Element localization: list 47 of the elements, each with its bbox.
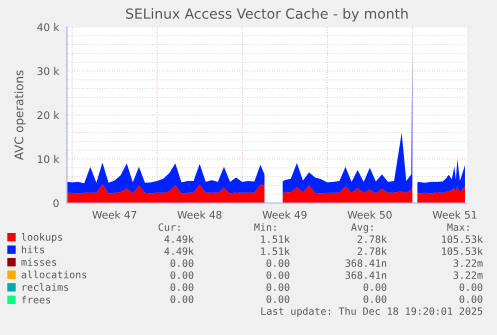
chart-title: SELinux Access Vector Cache - by month — [126, 8, 408, 22]
x-tick-label: Week 47 — [92, 210, 136, 219]
text: 0.00 — [460, 283, 482, 291]
y-tick-label: 30 k — [38, 67, 60, 76]
legend-label: misses — [22, 258, 56, 266]
text: 0.00 — [460, 295, 482, 303]
text: 0.00 — [170, 295, 194, 303]
text: 0.00 — [266, 283, 290, 291]
text: 105.53k — [442, 247, 483, 255]
text: 4.49k — [164, 235, 194, 243]
text: Avg: — [351, 223, 373, 233]
text: 2.78k — [358, 247, 387, 255]
text: 0.00 — [170, 271, 194, 279]
text: 3.22m — [454, 271, 483, 279]
text: 2.78k — [358, 235, 387, 243]
text: 0.00 — [266, 259, 290, 267]
text: 3.22m — [454, 259, 483, 267]
x-tick-label: Week 51 — [432, 210, 476, 219]
y-tick-label: 10 k — [38, 155, 60, 164]
text: 0.00 — [170, 259, 194, 267]
text: Min: — [254, 223, 276, 231]
x-tick-label: Week 48 — [177, 210, 222, 219]
text: 0.00 — [364, 283, 386, 291]
legend-label: lookups — [22, 233, 62, 243]
text: Max: — [447, 223, 469, 231]
legend-label: frees — [22, 296, 50, 304]
legend-label: allocations — [22, 270, 86, 278]
text: 0.00 — [170, 283, 194, 291]
text: 0.00 — [266, 295, 290, 303]
x-tick-label: Week 50 — [348, 210, 392, 219]
y-tick-label: 0 — [53, 199, 59, 208]
text: 1.51k — [261, 247, 290, 255]
text: 1.51k — [261, 235, 290, 243]
text: 368.41n — [346, 259, 386, 267]
text: Last update: Thu Dec 18 19:20:01 2025 — [261, 307, 482, 317]
x-tick-label: Week 49 — [262, 210, 307, 219]
y-tick-label: 20 k — [38, 111, 60, 120]
text: 4.49k — [164, 247, 194, 255]
text: Cur: — [158, 223, 180, 231]
text: 368.41n — [346, 271, 386, 279]
text: 105.53k — [442, 235, 483, 243]
legend-label: hits — [22, 246, 44, 254]
y-axis-title: AVC operations — [14, 70, 26, 160]
y-tick-label: 40 k — [37, 23, 60, 32]
text: 0.00 — [364, 295, 386, 303]
legend-label: reclaims — [22, 283, 68, 291]
text: 0.00 — [266, 271, 290, 279]
